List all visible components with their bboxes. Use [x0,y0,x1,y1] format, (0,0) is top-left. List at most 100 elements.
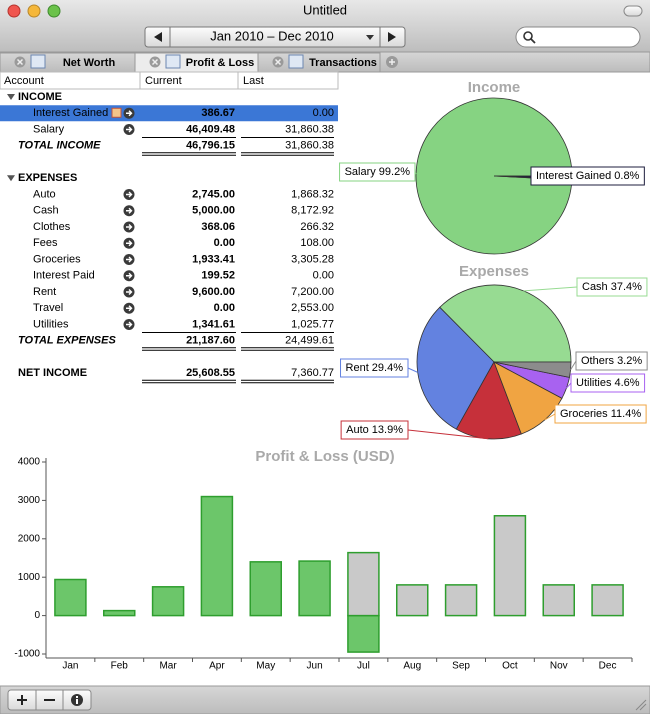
x-tick-label: May [256,661,275,672]
last-value: 2,553.00 [291,302,334,314]
account-icon [111,107,122,118]
column-header[interactable]: Current [145,75,182,87]
search-icon [523,31,533,41]
last-value: 1,025.77 [291,318,334,330]
slice-label: Others 3.2% [581,355,642,367]
y-tick-label: 2000 [18,533,41,544]
slice-label-box [340,420,409,440]
disclosure-triangle[interactable] [7,175,15,182]
row-action-arrow [126,126,133,133]
account-name[interactable]: Fees [33,237,58,249]
slice-label: Salary 99.2% [345,166,411,178]
last-value: 31,860.38 [285,123,334,135]
prev-button[interactable] [154,32,162,42]
minimize-button[interactable] [27,4,41,18]
x-tick-label: Jun [307,661,323,672]
bar [151,586,185,617]
leader-line [523,286,578,292]
dropdown-arrow[interactable] [366,35,374,40]
date-range[interactable]: Jan 2010 – Dec 2010 [210,28,334,43]
y-tick-label: 0 [34,610,40,621]
zoom-button[interactable] [47,4,61,18]
last-value: 0.00 [313,107,334,119]
section-title: EXPENSES [18,172,77,184]
bar [249,561,282,617]
current-value: 368.06 [201,221,235,233]
y-tick-label: 4000 [18,457,41,468]
table-header [0,71,339,90]
account-name[interactable]: Groceries [33,253,81,265]
tab-label[interactable]: Profit & Loss [186,57,254,69]
leader-line [566,382,572,389]
add-tab-plus [389,59,395,65]
x-tick-label: Aug [403,661,421,672]
search-field[interactable] [515,26,641,48]
last-value: 1,868.32 [291,188,334,200]
total-last: 31,860.38 [285,140,334,152]
chart-title: Income [468,79,521,96]
tab-close-x [151,58,159,66]
x-tick-label: Sep [452,661,470,672]
slice-label-box [339,162,416,182]
tab-label[interactable]: Net Worth [63,57,116,69]
tab-icon [165,54,181,69]
close-button[interactable] [7,4,21,18]
account-name[interactable]: Clothes [33,221,71,233]
account-name[interactable]: Travel [33,302,63,314]
date-range-control[interactable] [144,26,406,48]
current-value: 199.52 [201,270,235,282]
account-name[interactable]: Interest Paid [33,270,95,282]
last-value: 8,172.92 [291,205,334,217]
disclosure-triangle[interactable] [7,94,15,100]
net-label: NET INCOME [18,367,87,379]
slice-label: Cash 37.4% [582,281,642,293]
bar [493,515,527,617]
last-value: 7,200.00 [291,286,334,298]
window-title: Untitled [303,2,347,17]
row-action-arrow [126,256,133,263]
x-tick-label: Nov [550,661,568,672]
last-value: 3,305.28 [291,253,334,265]
tab-icon [288,54,304,69]
current-value: 1,341.61 [192,318,235,330]
toolbar-toggle[interactable] [623,5,643,17]
last-value: 108.00 [300,237,334,249]
bar [591,584,624,617]
slice-label: Groceries 11.4% [560,408,641,420]
account-name[interactable]: Interest Gained [33,107,108,119]
last-value: 0.00 [313,270,334,282]
info-icon [76,699,78,704]
account-name[interactable]: Cash [33,205,59,217]
current-value: 386.67 [201,107,235,119]
slice-label-box [576,277,648,297]
x-tick-label: Apr [209,661,225,672]
row-action-arrow [126,321,133,328]
total-last: 24,499.61 [285,335,334,347]
account-name[interactable]: Auto [33,188,56,200]
search-icon [530,38,536,44]
tab-close-x [274,58,282,66]
current-value: 46,409.48 [186,123,235,135]
row-action-arrow [126,289,133,295]
current-value: 0.00 [214,302,235,314]
leader-line [544,413,556,421]
slice-label-box [340,358,409,378]
add-button[interactable] [17,695,27,705]
net-last: 7,360.77 [291,367,334,379]
leader-line [407,367,418,373]
slice-label-box [570,373,646,393]
column-header[interactable]: Account [4,75,44,87]
account-name[interactable]: Salary [33,123,65,135]
column-header[interactable]: Last [243,75,264,87]
info-icon [76,696,78,698]
account-name[interactable]: Utilities [33,318,69,330]
last-value: 266.32 [300,221,334,233]
next-button[interactable] [388,32,396,42]
tab-label[interactable]: Transactions [309,57,377,69]
x-tick-label: Dec [599,661,617,672]
current-value: 1,933.41 [192,253,235,265]
row-action-arrow [126,224,133,230]
current-value: 5,000.00 [192,205,235,217]
account-name[interactable]: Rent [33,286,56,298]
